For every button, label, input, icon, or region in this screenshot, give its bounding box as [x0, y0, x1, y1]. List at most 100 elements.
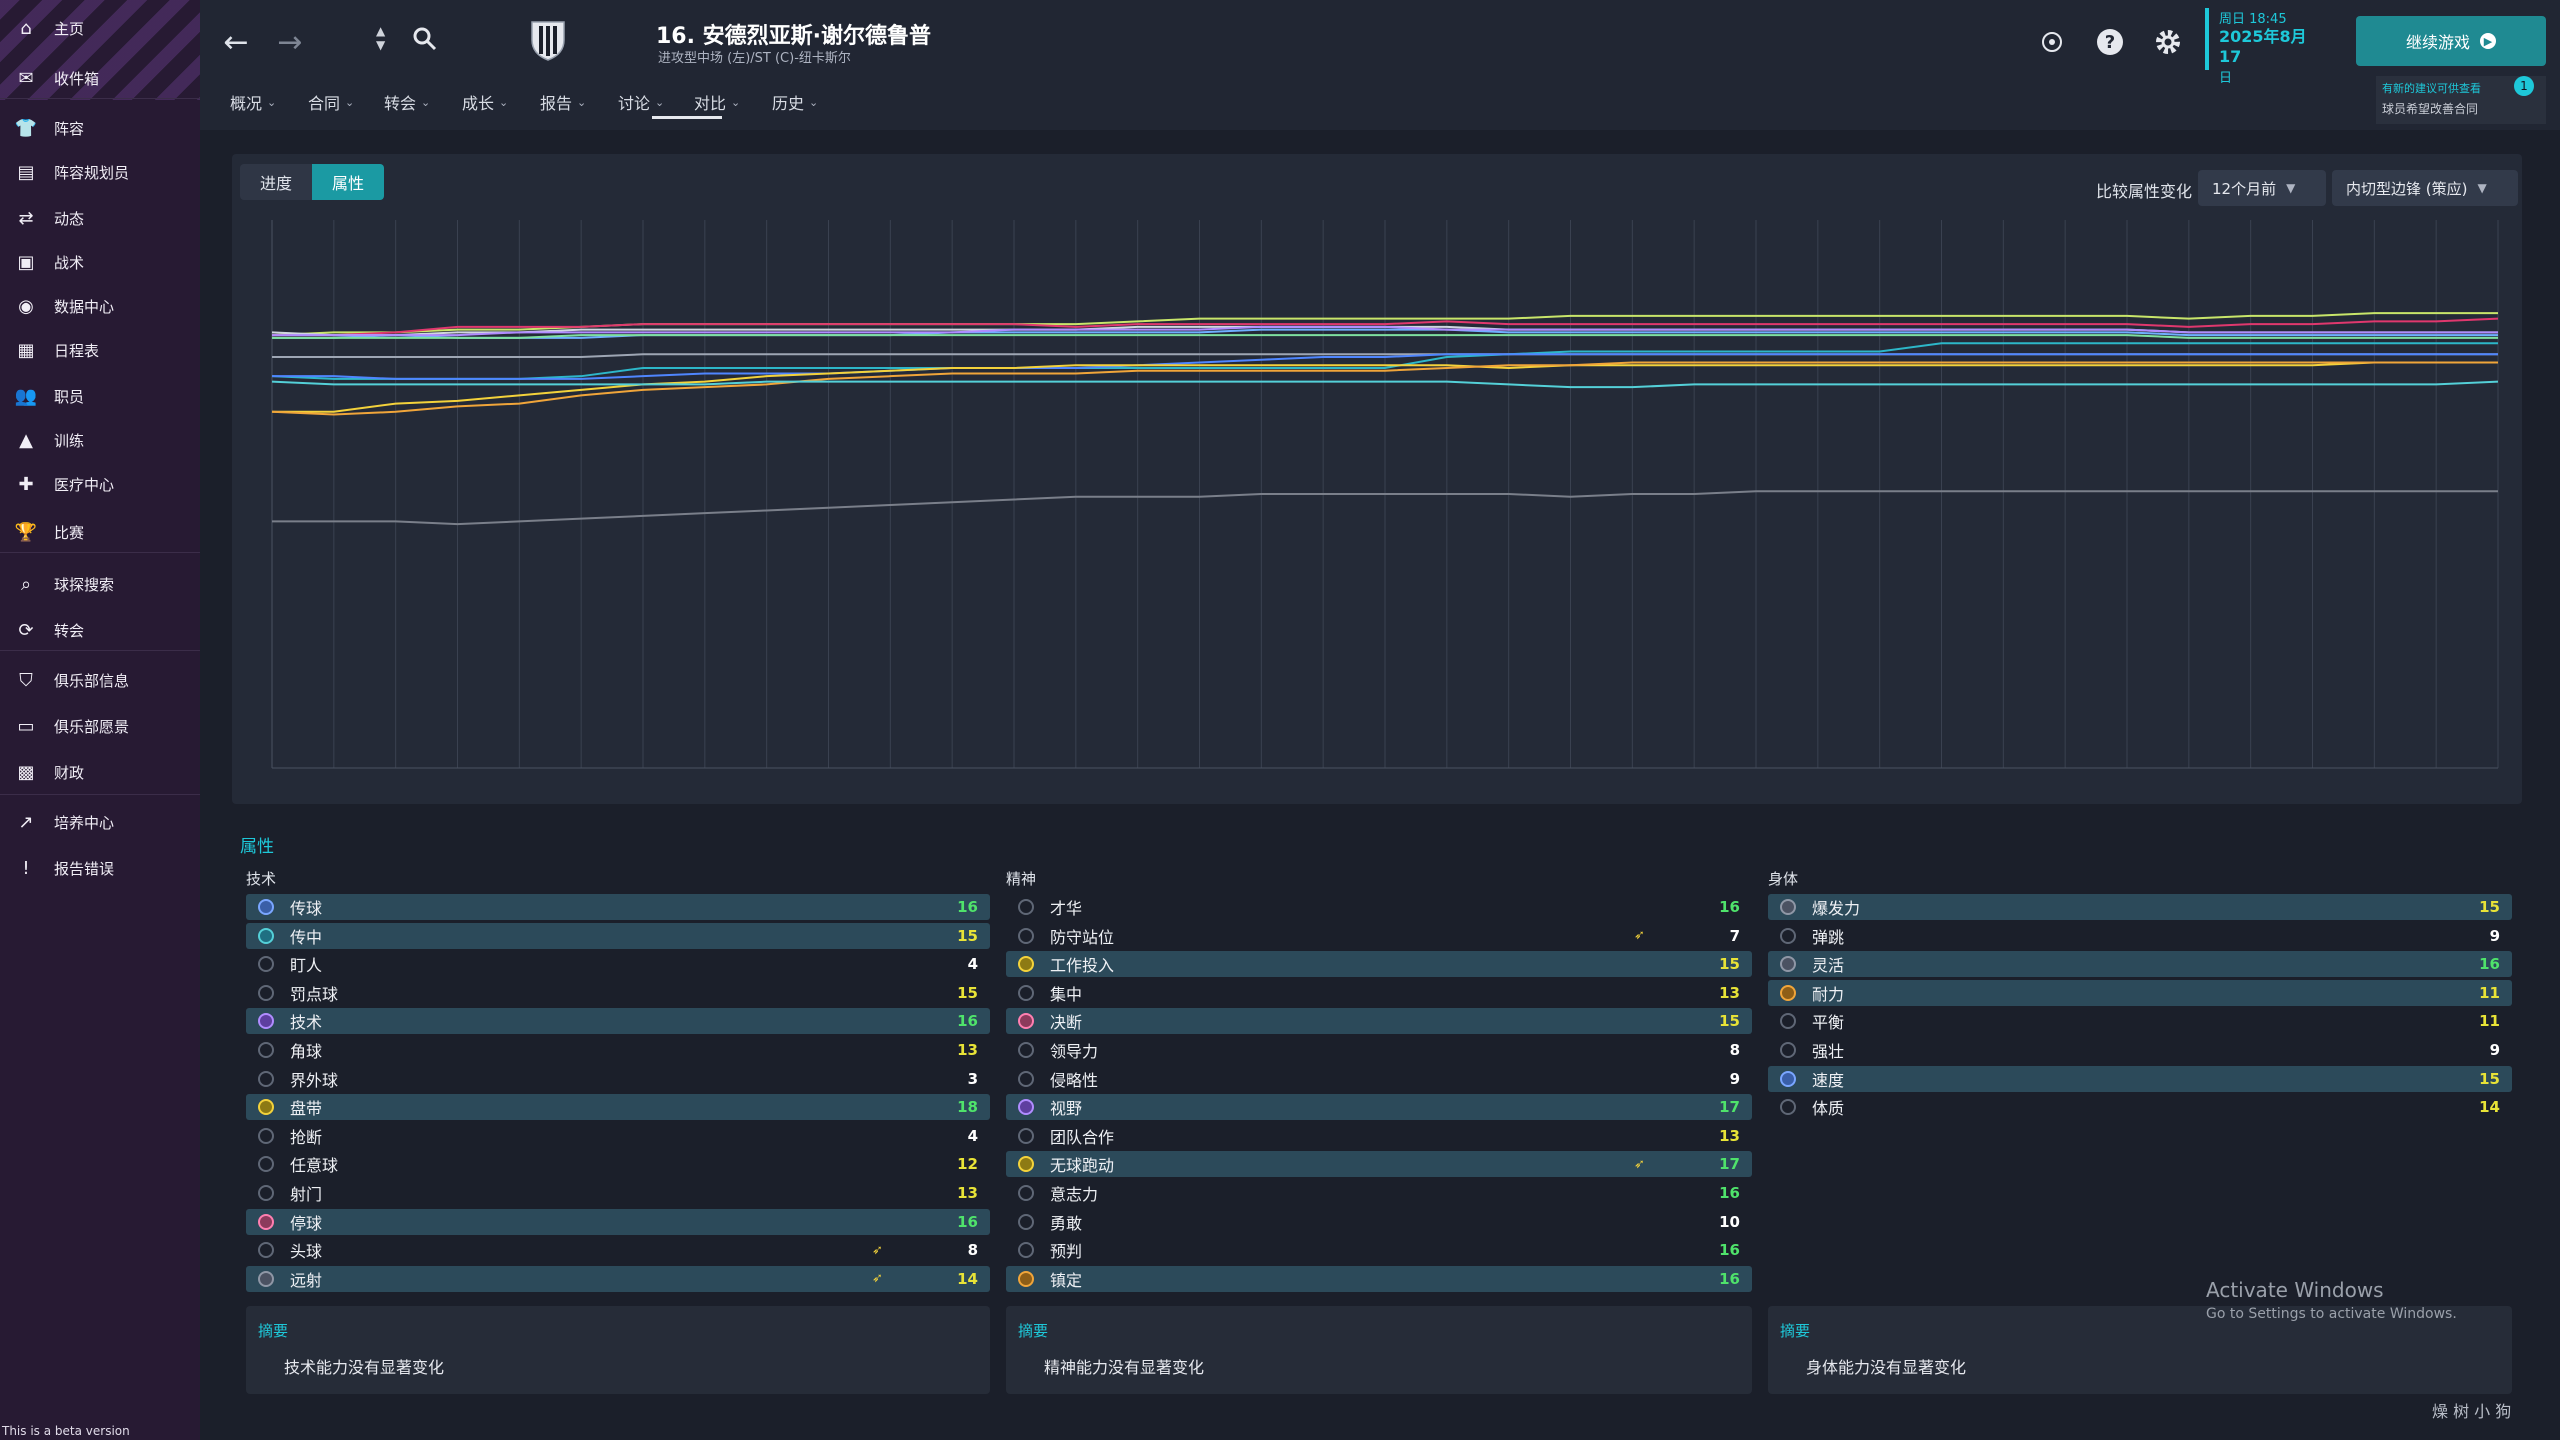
gear-icon[interactable] [2148, 22, 2188, 62]
tab-6[interactable]: 对比 ⌄ [694, 86, 740, 118]
attribute-row[interactable]: 射门 13 [246, 1180, 990, 1206]
back-arrow-icon[interactable]: ← [223, 24, 249, 60]
sidebar-item[interactable]: ▣ 战术 [0, 242, 200, 282]
tab-2[interactable]: 转会 ⌄ [384, 86, 430, 118]
sidebar-item[interactable]: ◉ 数据中心 [0, 286, 200, 326]
sidebar-item[interactable]: ⛉ 俱乐部信息 [0, 660, 200, 700]
attribute-row[interactable]: 角球 13 [246, 1037, 990, 1063]
sidebar-item[interactable]: ⌂ 主页 [0, 8, 200, 48]
attribute-row[interactable]: 抢断 4 [246, 1123, 990, 1149]
attribute-row[interactable]: 侵略性 9 [1006, 1066, 1752, 1092]
attribute-row[interactable]: 罚点球 15 [246, 980, 990, 1006]
attribute-row[interactable]: 预判 16 [1006, 1237, 1752, 1263]
sidebar-item[interactable]: 👕 阵容 [0, 108, 200, 148]
tab-1[interactable]: 合同 ⌄ [308, 86, 354, 118]
play-icon: ▶ [2480, 33, 2496, 49]
tab-3[interactable]: 成长 ⌄ [462, 86, 508, 118]
attribute-row[interactable]: 工作投入 15 [1006, 951, 1752, 978]
attribute-row[interactable]: 耐力 11 [1768, 979, 2512, 1006]
attribute-chart [271, 220, 2499, 769]
attribute-row[interactable]: 盯人 4 [246, 951, 990, 977]
sidebar-item[interactable]: ↗ 培养中心 [0, 802, 200, 842]
attribute-row[interactable]: 决断 15 [1006, 1008, 1752, 1035]
period-dropdown[interactable]: 12个月前 ▼ [2198, 170, 2326, 206]
toggle-attributes[interactable]: 属性 [312, 164, 385, 200]
attribute-row[interactable]: 传球 16 [246, 894, 990, 920]
tab-7[interactable]: 历史 ⌄ [772, 86, 818, 118]
series-line-4 [272, 325, 2498, 337]
gear-ball-icon[interactable] [2032, 22, 2072, 62]
attribute-row[interactable]: 头球 ➶ 8 [246, 1237, 990, 1263]
sidebar-item[interactable]: ✉ 收件箱 [0, 58, 200, 98]
tab-5[interactable]: 讨论 ⌄ [618, 86, 664, 118]
attribute-row[interactable]: 灵活 16 [1768, 951, 2512, 978]
attribute-name: 无球跑动 [1050, 1156, 1115, 1176]
chevron-down-icon: ⌄ [267, 95, 277, 109]
search-icon[interactable] [412, 26, 438, 52]
continue-game-button[interactable]: 继续游戏 ▶ [2356, 16, 2546, 66]
attribute-row[interactable]: 爆发力 15 [1768, 894, 2512, 920]
attribute-row[interactable]: 镇定 16 [1006, 1265, 1752, 1292]
attribute-row[interactable]: 弹跳 9 [1768, 923, 2512, 949]
sidebar-item-label: 阵容 [54, 119, 85, 138]
sidebar-item[interactable]: 🏆 比赛 [0, 512, 200, 552]
attribute-row[interactable]: 技术 16 [246, 1008, 990, 1035]
sidebar-item[interactable]: 👥 职员 [0, 376, 200, 416]
sidebar-divider [0, 650, 200, 651]
sidebar-item[interactable]: ! 报告错误 [0, 848, 200, 888]
attribute-row[interactable]: 集中 13 [1006, 980, 1752, 1006]
sidebar-item[interactable]: ⇄ 动态 [0, 198, 200, 238]
attribute-row[interactable]: 团队合作 13 [1006, 1123, 1752, 1149]
attribute-name: 集中 [1050, 984, 1083, 1004]
attribute-row[interactable]: 意志力 16 [1006, 1180, 1752, 1206]
attribute-row[interactable]: 无球跑动 ➶ 17 [1006, 1151, 1752, 1178]
attribute-row[interactable]: 远射 ➶ 14 [246, 1265, 990, 1292]
attribute-row[interactable]: 防守站位 ➶ 7 [1006, 923, 1752, 949]
tab-0[interactable]: 概况 ⌄ [230, 86, 276, 118]
player-switch-icon[interactable]: ▲ ▼ [376, 24, 386, 52]
trend-arrow-icon: ➶ [1634, 928, 1645, 944]
sidebar-item[interactable]: ▲ 训练 [0, 420, 200, 460]
attribute-row[interactable]: 停球 16 [246, 1208, 990, 1235]
help-icon[interactable]: ? [2090, 22, 2130, 62]
attribute-row[interactable]: 任意球 12 [246, 1151, 990, 1177]
attribute-row[interactable]: 勇敢 10 [1006, 1209, 1752, 1235]
attribute-row[interactable]: 盘带 18 [246, 1094, 990, 1121]
role-dropdown[interactable]: 内切型边锋 (策应) ▼ [2332, 170, 2518, 206]
attribute-row[interactable]: 平衡 11 [1768, 1008, 2512, 1034]
attribute-row[interactable]: 速度 15 [1768, 1065, 2512, 1092]
sidebar-item[interactable]: ▦ 日程表 [0, 330, 200, 370]
attribute-name: 灵活 [1812, 956, 1845, 976]
attribute-row[interactable]: 视野 17 [1006, 1094, 1752, 1121]
shirt-icon: 👕 [14, 117, 38, 139]
chevron-down-icon: ⌄ [499, 95, 509, 109]
sidebar-item[interactable]: ✚ 医疗中心 [0, 464, 200, 504]
tab-4[interactable]: 报告 ⌄ [540, 86, 586, 118]
sidebar-item[interactable]: ▭ 俱乐部愿景 [0, 706, 200, 746]
attribute-row[interactable]: 界外球 3 [246, 1066, 990, 1092]
chart-panel [232, 154, 2522, 804]
sidebar-item[interactable]: ⌕ 球探搜索 [0, 564, 200, 604]
attribute-row[interactable]: 才华 16 [1006, 894, 1752, 920]
attribute-row[interactable]: 体质 14 [1768, 1094, 2512, 1120]
toggle-progress[interactable]: 进度 [240, 164, 313, 200]
forward-arrow-icon[interactable]: → [277, 24, 303, 60]
notification-badge: 1 [2514, 76, 2534, 96]
sidebar-item[interactable]: ▤ 阵容规划员 [0, 152, 200, 192]
view-toggle: 进度 属性 [240, 164, 385, 200]
sidebar-item[interactable]: ▩ 财政 [0, 752, 200, 792]
attribute-name: 意志力 [1050, 1185, 1099, 1204]
series-line-1 [272, 317, 2499, 337]
attribute-value: 10 [1719, 1212, 1740, 1231]
attribute-value: 9 [1729, 1069, 1740, 1088]
data-icon: ◉ [18, 295, 34, 317]
attribute-dot-icon [1018, 1213, 1034, 1230]
series-line-7 [271, 342, 2498, 380]
mental-title: 精神 [1006, 870, 1037, 888]
attribute-row[interactable]: 领导力 8 [1006, 1037, 1752, 1063]
club-crest-icon[interactable] [530, 18, 566, 62]
sidebar-item-label: 训练 [54, 431, 85, 450]
attribute-row[interactable]: 传中 15 [246, 922, 990, 949]
sidebar-item[interactable]: ⟳ 转会 [0, 610, 200, 650]
attribute-row[interactable]: 强壮 9 [1768, 1037, 2512, 1063]
